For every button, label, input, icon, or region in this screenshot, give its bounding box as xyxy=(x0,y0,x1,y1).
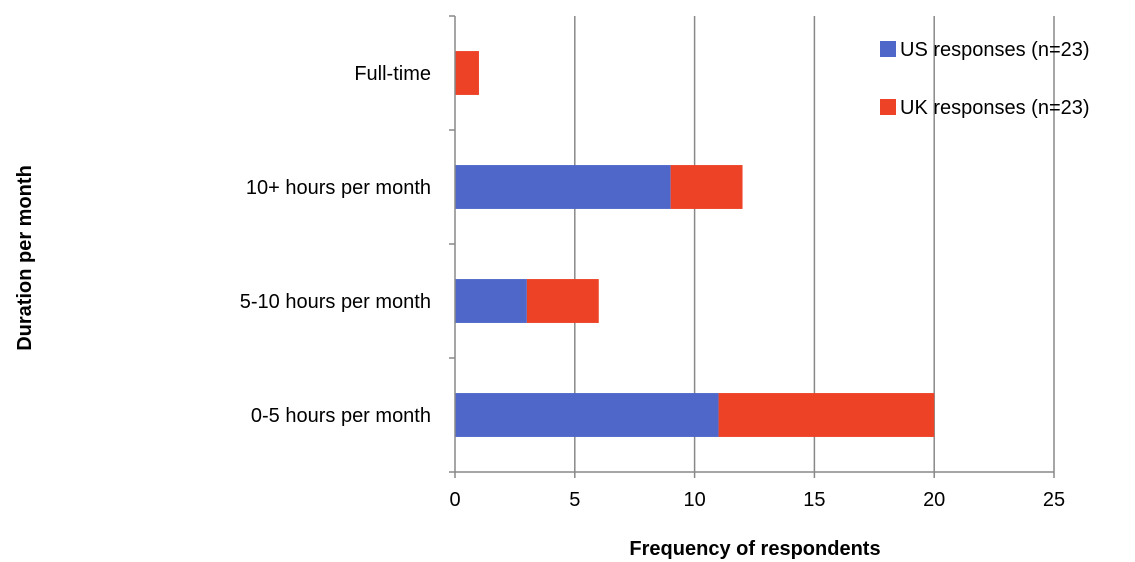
y-tick-marks xyxy=(449,15,455,473)
x-tick-label: 10 xyxy=(683,489,705,511)
y-axis-title: Duration per month xyxy=(14,165,36,351)
bar-segment xyxy=(455,393,719,437)
bar-segment xyxy=(718,393,935,437)
x-tick-label: 5 xyxy=(569,489,580,511)
x-tick-labels: 0 5 10 15 20 25 xyxy=(449,489,1065,511)
y-tick-labels: 0-5 hours per month 5-10 hours per month 1… xyxy=(240,63,431,427)
legend-label: UK responses (n=23) xyxy=(900,97,1090,119)
x-tick-label: 25 xyxy=(1043,489,1065,511)
y-tick-label: 0-5 hours per month xyxy=(251,405,431,427)
x-tick-label: 15 xyxy=(803,489,825,511)
bar-segment xyxy=(526,279,599,323)
bar-segment xyxy=(670,165,743,209)
x-tick-label: 0 xyxy=(449,489,460,511)
x-tick-marks xyxy=(454,472,1055,478)
bar-segment xyxy=(455,51,479,95)
x-axis-title: Frequency of respondents xyxy=(629,538,880,560)
y-tick-label: 10+ hours per month xyxy=(246,177,431,199)
legend-swatch xyxy=(880,99,896,115)
bar-segment xyxy=(455,279,527,323)
bar-segment xyxy=(455,165,671,209)
legend: US responses (n=23) UK responses (n=23) xyxy=(880,39,1090,119)
x-tick-label: 20 xyxy=(923,489,945,511)
y-tick-label: 5-10 hours per month xyxy=(240,291,431,313)
legend-swatch xyxy=(880,41,896,57)
bars xyxy=(455,51,935,437)
y-tick-label: Full-time xyxy=(354,63,431,85)
legend-label: US responses (n=23) xyxy=(900,39,1090,61)
